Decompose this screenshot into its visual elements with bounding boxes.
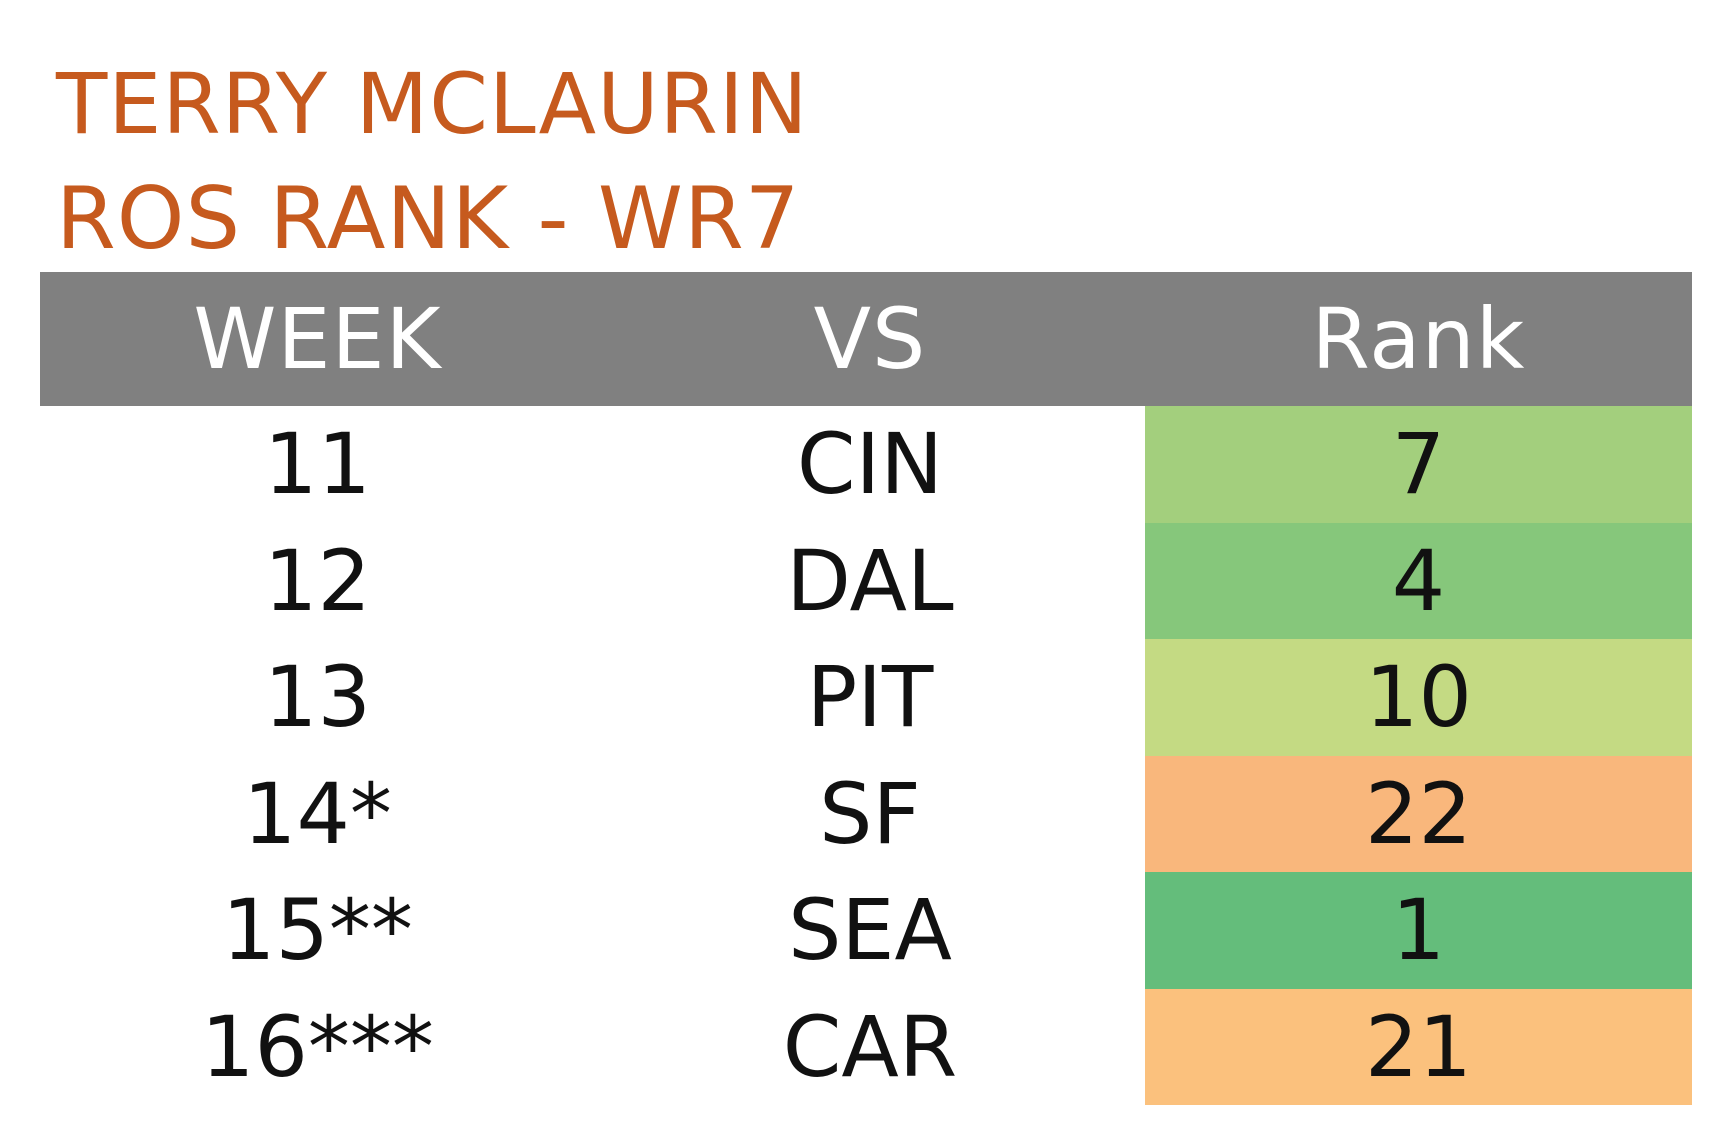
week-cell: 12 — [264, 531, 371, 630]
opponent-cell: PIT — [806, 648, 934, 747]
rank-cell: 4 — [1145, 522, 1692, 639]
table-row: 13 PIT 10 — [40, 639, 1692, 756]
opponent-cell: CAR — [782, 997, 958, 1096]
week-cell: 14* — [243, 764, 392, 863]
rank-cell: 10 — [1145, 639, 1692, 756]
player-name-title: TERRY MCLAURIN — [56, 55, 809, 153]
table-row: 11 CIN 7 — [40, 406, 1692, 523]
week-cell: 11 — [264, 415, 371, 514]
rank-cell: 7 — [1145, 406, 1692, 523]
opponent-cell: SF — [819, 764, 921, 863]
week-cell: 16*** — [201, 997, 434, 1096]
opponent-cell: SEA — [788, 881, 952, 980]
ros-rank-subtitle: ROS RANK - WR7 — [56, 169, 801, 269]
rank-column-header: Rank — [1311, 290, 1526, 388]
week-column-header: WEEK — [193, 290, 442, 388]
table-row: 14* SF 22 — [40, 755, 1692, 872]
week-cell: 13 — [264, 648, 371, 747]
schedule-rank-table: WEEK VS Rank 11 CIN 7 12 DAL 4 13 PIT 10… — [40, 272, 1692, 1105]
week-cell: 15** — [222, 881, 413, 980]
vs-column-header: VS — [813, 290, 927, 388]
table-header-row: WEEK VS Rank — [40, 272, 1692, 406]
table-row: 12 DAL 4 — [40, 522, 1692, 639]
rank-cell: 22 — [1145, 755, 1692, 872]
table-row: 16*** CAR 21 — [40, 988, 1692, 1105]
opponent-cell: CIN — [796, 415, 944, 514]
rank-cell: 21 — [1145, 988, 1692, 1105]
table-row: 15** SEA 1 — [40, 872, 1692, 989]
opponent-cell: DAL — [786, 531, 954, 630]
rank-cell: 1 — [1145, 872, 1692, 989]
